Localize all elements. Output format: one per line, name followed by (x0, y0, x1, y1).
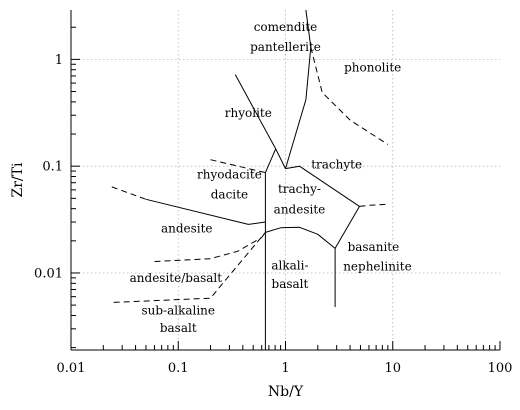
x-tick-label: 100 (488, 361, 513, 376)
field-label: dacite (211, 187, 248, 201)
field-label: rhyolite (225, 106, 272, 120)
field-label: rhyodacite (197, 167, 262, 181)
solid-boundary (145, 198, 266, 225)
field-label: andesite (161, 221, 213, 235)
y-tick-label: 0.1 (42, 160, 63, 175)
axes: 0.01 0.1 1 10 100 0.01 0.1 1 (34, 10, 512, 376)
field-label: basalt (160, 321, 197, 335)
field-label: basalt (272, 277, 309, 291)
field-boundaries (111, 9, 389, 350)
y-tick-label: 0.01 (34, 266, 63, 281)
field-label: comendite (254, 20, 318, 34)
dashed-boundary (113, 232, 266, 303)
solid-boundary (264, 148, 277, 173)
dashed-boundary (310, 47, 389, 145)
x-axis-title: Nb/Y (268, 384, 304, 400)
field-label: nephelinite (343, 260, 412, 274)
field-label: basanite (348, 240, 400, 254)
solid-boundary (234, 74, 286, 169)
x-tick-label: 1 (281, 361, 289, 376)
dashed-boundary (111, 186, 147, 200)
field-label: alkali- (271, 258, 308, 272)
x-tick-label: 10 (384, 361, 401, 376)
grid (71, 10, 500, 350)
x-tick-label: 0.1 (168, 361, 189, 376)
field-label: sub-alkaline (141, 303, 215, 317)
field-label: pantellerite (250, 40, 321, 54)
solid-boundary (285, 9, 312, 169)
y-axis-title: Zr/Ti (10, 162, 26, 197)
solid-boundary (265, 206, 360, 249)
field-labels: comendite pantellerite phonolite rhyolite tr… (130, 20, 412, 335)
x-tick-label: 0.01 (57, 361, 86, 376)
field-label: trachyte (311, 158, 362, 172)
dashed-boundary (359, 203, 388, 207)
dashed-boundary (154, 232, 266, 262)
field-label: phonolite (344, 61, 401, 75)
solid-boundary (285, 165, 360, 207)
field-label: andesite (274, 203, 326, 217)
field-label: andesite/basalt (130, 271, 223, 285)
y-tick-label: 1 (55, 53, 63, 68)
field-label: trachy- (278, 182, 321, 196)
